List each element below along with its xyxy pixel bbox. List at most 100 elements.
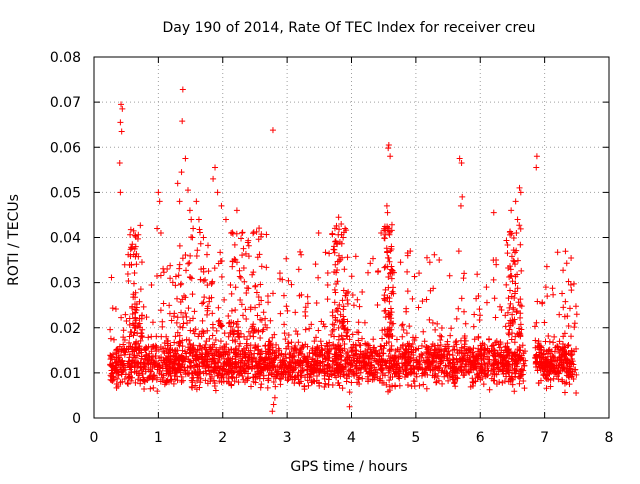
data-point: [507, 263, 514, 270]
data-point: [265, 377, 272, 384]
data-point: [550, 375, 557, 382]
data-point: [186, 207, 193, 214]
data-point: [237, 370, 244, 377]
data-point: [381, 235, 388, 242]
data-point: [542, 284, 549, 291]
data-point: [205, 268, 212, 275]
data-point: [416, 270, 423, 277]
data-point: [564, 313, 571, 320]
data-point: [336, 226, 343, 233]
data-point: [404, 249, 411, 256]
data-point: [253, 289, 260, 296]
data-point: [365, 269, 372, 276]
data-point: [250, 269, 257, 276]
data-point: [134, 352, 141, 359]
data-point: [426, 259, 433, 266]
data-point: [541, 365, 548, 372]
data-point: [137, 337, 144, 344]
data-point: [428, 360, 435, 367]
data-point: [182, 294, 189, 301]
data-point: [187, 349, 194, 356]
data-point: [421, 338, 428, 345]
data-point: [480, 381, 487, 388]
data-point: [302, 326, 309, 333]
data-point: [218, 257, 225, 264]
data-point: [361, 319, 368, 326]
data-point: [193, 252, 200, 259]
data-point: [166, 310, 173, 317]
data-point: [462, 350, 469, 357]
data-point: [291, 344, 298, 351]
data-point: [141, 377, 148, 384]
data-point: [335, 214, 342, 221]
data-point: [328, 331, 335, 338]
data-point: [154, 225, 161, 232]
x-tick-label-1: 1: [154, 430, 163, 446]
data-point: [474, 372, 481, 379]
data-point: [229, 258, 236, 265]
data-point: [182, 155, 189, 162]
data-point: [239, 252, 246, 259]
data-point: [254, 312, 261, 319]
data-point: [221, 330, 228, 337]
data-point: [143, 351, 150, 358]
data-point: [126, 339, 133, 346]
data-point: [239, 355, 246, 362]
data-point: [218, 273, 225, 280]
data-point: [260, 326, 267, 333]
data-point: [507, 300, 514, 307]
data-point: [560, 343, 567, 350]
data-point: [288, 345, 295, 352]
data-point: [516, 222, 523, 229]
data-point: [135, 376, 142, 383]
data-point: [566, 365, 573, 372]
data-point: [374, 369, 381, 376]
data-point: [386, 258, 393, 265]
data-point: [386, 346, 393, 353]
data-point: [211, 341, 218, 348]
data-point: [254, 363, 261, 370]
data-point: [504, 340, 511, 347]
data-point: [497, 359, 504, 366]
data-point: [124, 270, 131, 277]
data-point: [477, 312, 484, 319]
data-point: [375, 267, 382, 274]
data-point: [127, 363, 134, 370]
data-point: [265, 353, 272, 360]
data-point: [228, 381, 235, 388]
data-point: [392, 364, 399, 371]
data-point: [458, 367, 465, 374]
data-point: [201, 294, 208, 301]
data-point: [179, 255, 186, 262]
data-point: [348, 379, 355, 386]
data-point: [144, 377, 151, 384]
data-point: [532, 344, 539, 351]
data-point: [324, 281, 331, 288]
data-point: [137, 222, 144, 229]
data-point: [160, 345, 167, 352]
data-point: [242, 306, 249, 313]
data-point: [569, 368, 576, 375]
data-point: [195, 374, 202, 381]
data-point: [232, 284, 239, 291]
data-point: [390, 368, 397, 375]
data-point: [329, 327, 336, 334]
data-point: [566, 381, 573, 388]
data-point: [232, 306, 239, 313]
data-point: [404, 381, 411, 388]
data-point: [288, 354, 295, 361]
y-tick-label-3: 0.03: [50, 276, 81, 292]
data-point: [431, 251, 438, 258]
data-point: [187, 317, 194, 324]
data-point: [286, 372, 293, 379]
data-point: [203, 251, 210, 258]
data-point: [223, 358, 230, 365]
data-point: [466, 347, 473, 354]
data-point: [176, 366, 183, 373]
data-point: [190, 225, 197, 232]
data-point: [517, 225, 524, 232]
data-point: [197, 379, 204, 386]
data-point: [406, 340, 413, 347]
data-point: [140, 374, 147, 381]
data-point: [390, 320, 397, 327]
